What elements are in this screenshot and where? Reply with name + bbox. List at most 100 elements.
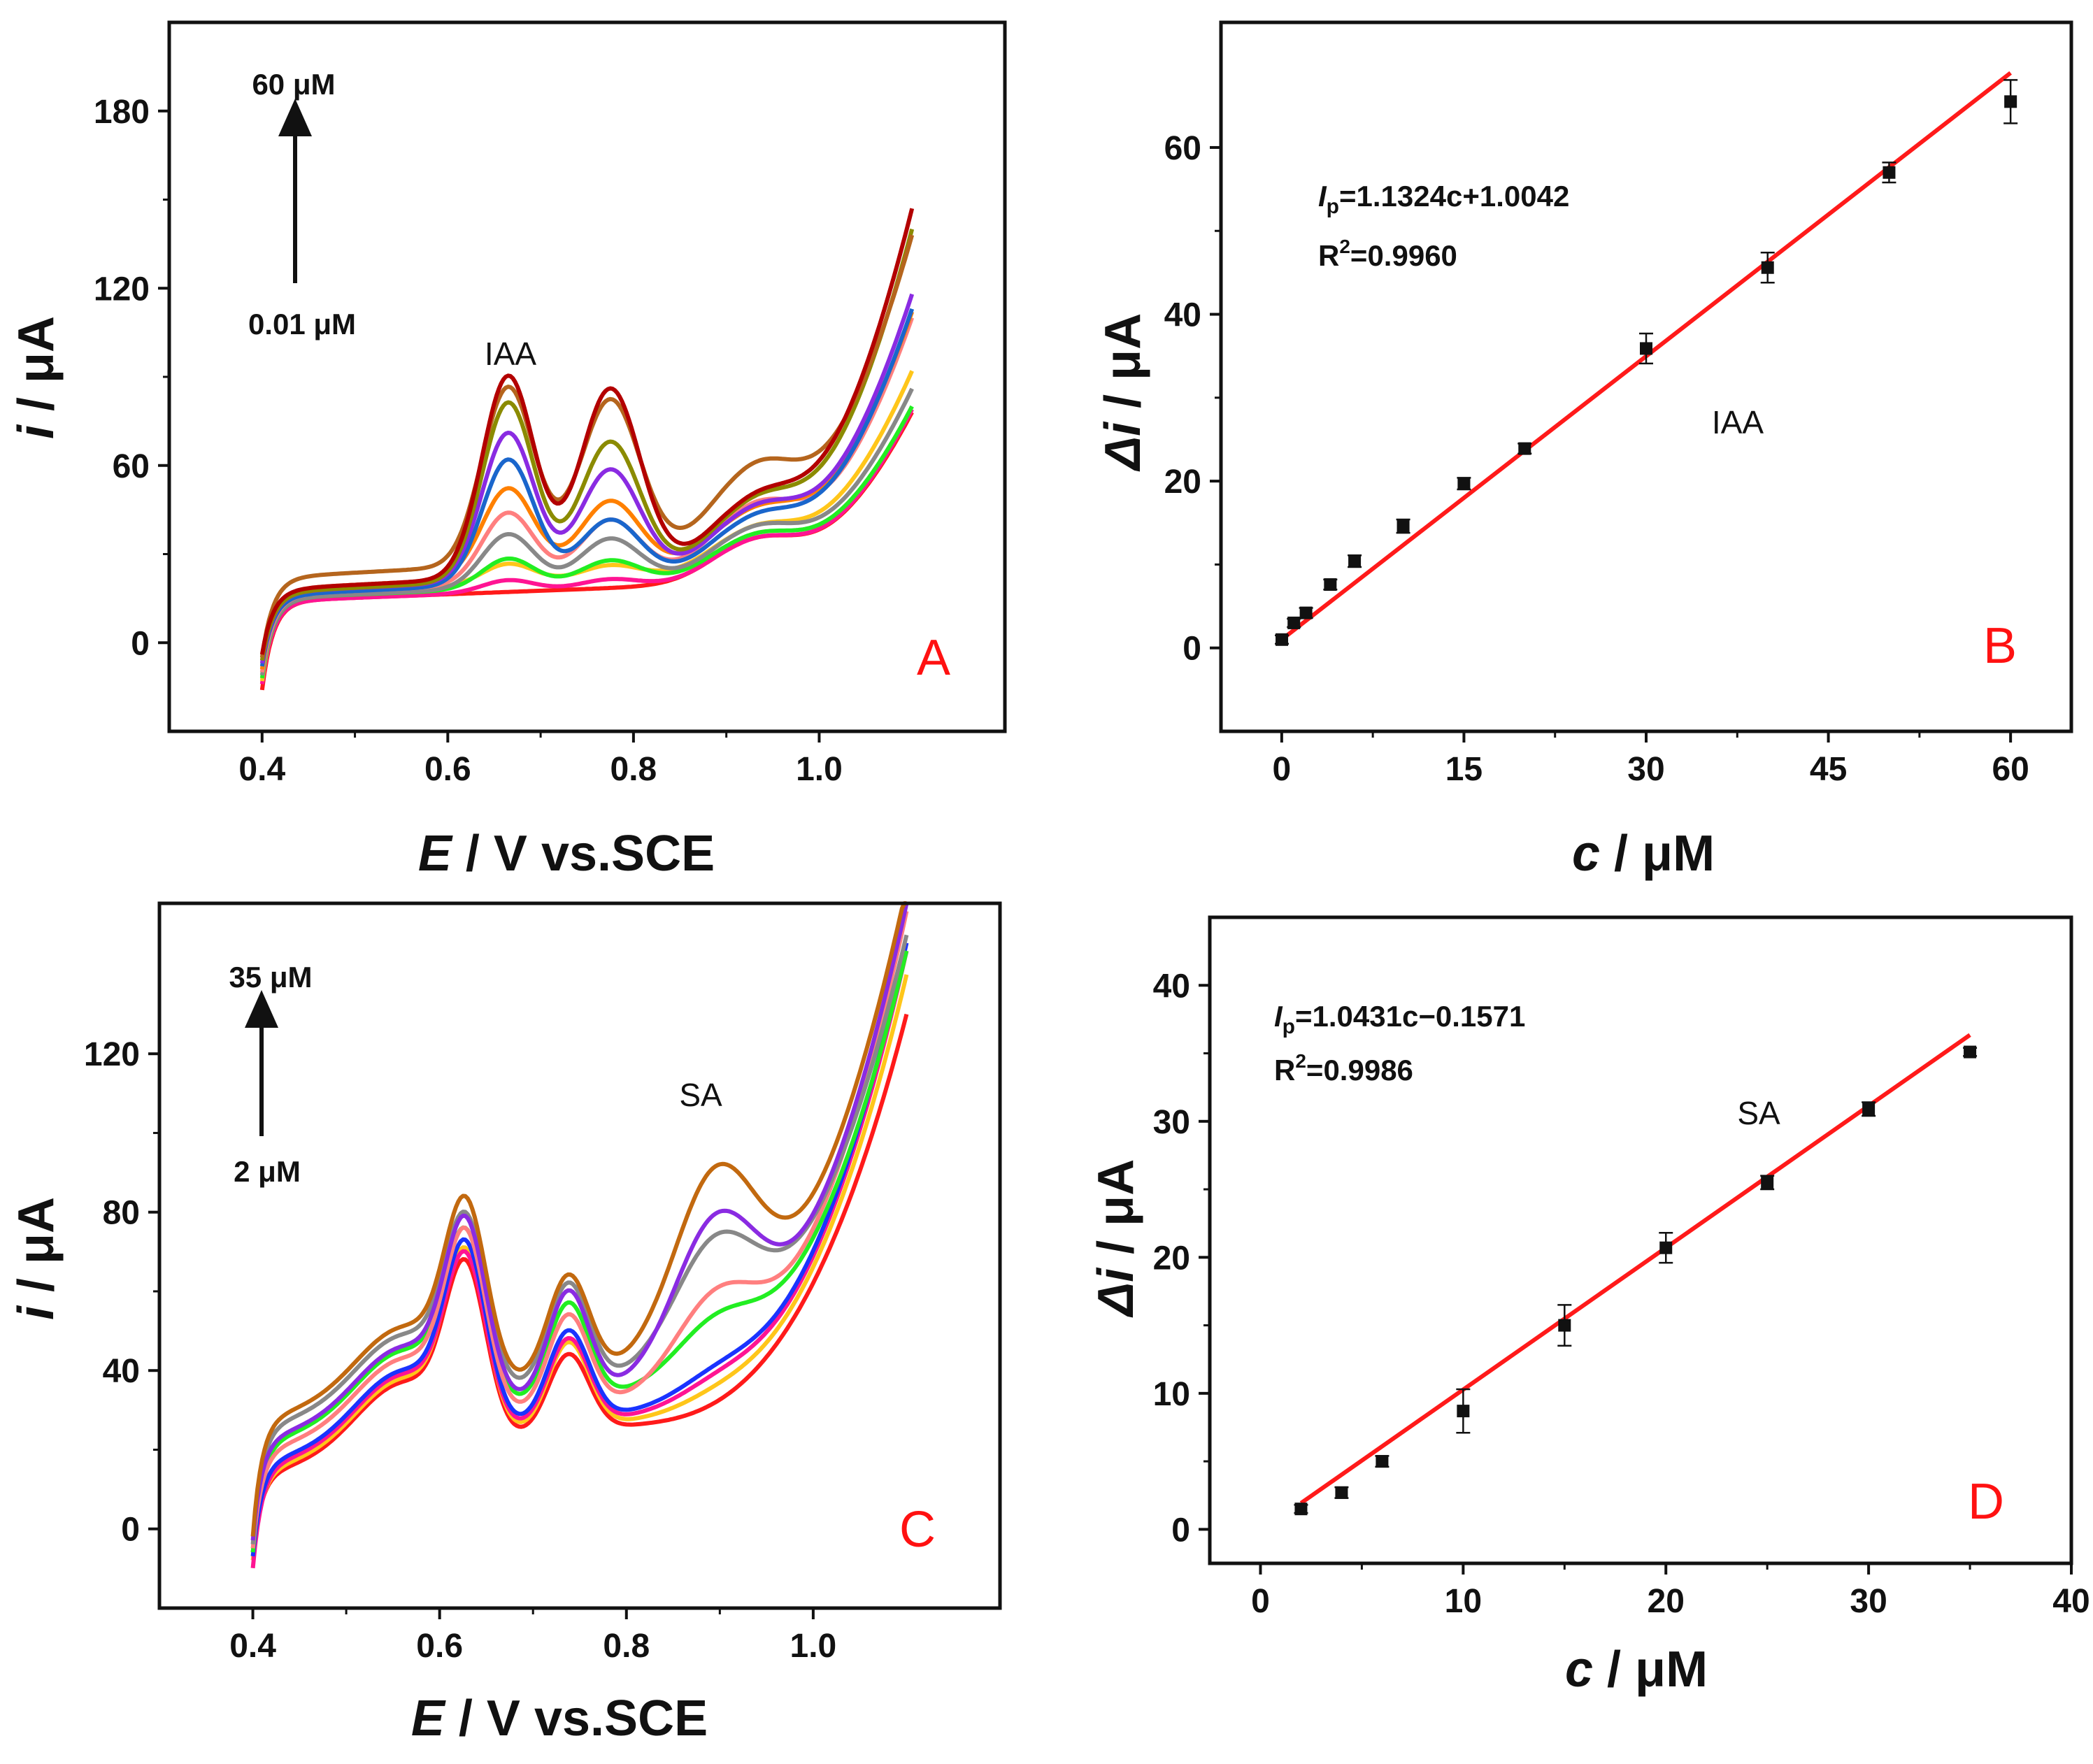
dpv-curve: [250, 950, 909, 1553]
panel-d-yticks: 0 10 20 30 40: [1153, 968, 1210, 1549]
panel-c-peak-label: SA: [679, 1077, 722, 1113]
y-tick-label: 60: [113, 448, 150, 485]
panel-c-yticks: 0 40 80 120: [84, 1036, 159, 1549]
dpv-curve: [259, 387, 914, 676]
panel-c-curves: [250, 901, 909, 1569]
data-point: [1558, 1319, 1571, 1332]
x-tick-label: 45: [1810, 751, 1847, 788]
x-tick-label: 15: [1445, 751, 1483, 788]
panel-b-yticks: 0 20 40 60: [1164, 130, 1221, 668]
panel-b-equation: Ip=1.1324c+1.0042: [1318, 180, 1569, 218]
panel-d-ylabel: Δi / μA: [1088, 1159, 1144, 1318]
data-point: [1883, 166, 1896, 179]
panel-d-letter: D: [1968, 1474, 2004, 1530]
data-point: [1348, 554, 1362, 568]
dpv-curve: [250, 942, 909, 1557]
y-tick-label: 0: [121, 1512, 140, 1549]
panel-b-xticks: 0 15 30 45 60: [1273, 731, 2029, 788]
panel-d-xticks: 0 10 20 30 40: [1251, 1563, 2090, 1620]
data-point: [1287, 616, 1301, 629]
dpv-curve: [259, 408, 914, 684]
x-tick-label: 0.8: [603, 1628, 650, 1665]
data-point: [1335, 1486, 1348, 1499]
data-point: [1376, 1455, 1389, 1468]
panel-c-ylabel: i / μA: [8, 1197, 64, 1320]
panel-d-analyte-label: SA: [1737, 1095, 1780, 1131]
panel-d-xlabel: c / μM: [1565, 1642, 1708, 1698]
data-point: [1761, 261, 1774, 274]
data-point: [1640, 342, 1652, 355]
data-point: [1324, 578, 1337, 591]
dpv-curve: [250, 903, 909, 1541]
panel-a-yticks: 0 60 120 180: [94, 94, 169, 662]
dpv-curve: [250, 901, 907, 1537]
panel-b-points: [1275, 79, 2018, 646]
panel-b: 0 15 30 45 60 0 20 40 60 c / μM Δi / μA Ip=1.13…: [1095, 20, 2073, 882]
x-tick-label: 30: [1850, 1583, 1887, 1620]
y-tick-label: 180: [94, 94, 150, 131]
x-tick-label: 0.4: [229, 1628, 276, 1665]
panel-d: 0 10 20 30 40 0 10 20 30 40 c / μM Δi / μA Ip=1.…: [1088, 915, 2090, 1698]
panel-a-ylabel: i / μA: [8, 316, 64, 439]
y-tick-label: 0: [1171, 1512, 1190, 1549]
dpv-curve: [250, 1013, 909, 1553]
panel-a-letter: A: [917, 630, 950, 686]
panel-c-letter: C: [899, 1502, 936, 1558]
y-tick-label: 0: [1183, 631, 1201, 668]
panel-b-ylabel: Δi / μA: [1095, 313, 1151, 472]
x-tick-label: 0: [1273, 751, 1292, 788]
y-tick-label: 120: [94, 271, 150, 308]
x-tick-label: 60: [1992, 751, 2029, 788]
x-tick-label: 1.0: [790, 1628, 837, 1665]
data-point: [1659, 1241, 1673, 1254]
y-tick-label: 80: [103, 1195, 140, 1232]
panel-c-xlabel: E / V vs.SCE: [411, 1691, 708, 1747]
panel-d-equation: Ip=1.0431c−0.1571: [1274, 1000, 1525, 1038]
panel-b-letter: B: [1983, 618, 2017, 674]
dpv-curve: [259, 228, 915, 661]
data-point: [1457, 1405, 1470, 1418]
data-point: [1518, 442, 1531, 455]
panel-c-arrow-bottom-label: 2 μM: [234, 1155, 301, 1188]
data-point: [1276, 633, 1289, 646]
x-tick-label: 20: [1648, 1583, 1685, 1620]
y-tick-label: 10: [1153, 1376, 1190, 1413]
dpv-curve: [250, 950, 909, 1569]
panel-a-arrow-bottom-label: 0.01 μM: [248, 308, 356, 340]
panel-a-xlabel: E / V vs.SCE: [418, 826, 715, 882]
x-tick-label: 0.6: [424, 751, 471, 788]
x-tick-label: 0.4: [238, 751, 285, 788]
x-tick-label: 0.8: [610, 751, 657, 788]
x-tick-label: 1.0: [796, 751, 843, 788]
y-tick-label: 60: [1164, 130, 1201, 167]
y-tick-label: 40: [103, 1353, 140, 1390]
data-point: [1457, 477, 1471, 490]
panel-d-r2: R2=0.9986: [1274, 1050, 1413, 1087]
data-point: [1862, 1103, 1876, 1116]
panel-d-frame: [1208, 915, 2073, 1565]
y-tick-label: 20: [1153, 1240, 1190, 1277]
panel-d-points: [1294, 1045, 1978, 1516]
y-tick-label: 0: [131, 625, 150, 662]
data-point: [1396, 519, 1410, 533]
data-point: [1761, 1176, 1774, 1189]
panel-c-xticks: 0.4 0.6 0.8 1.0: [229, 1608, 836, 1665]
panel-c-arrow-top-label: 35 μM: [229, 961, 312, 994]
x-tick-label: 10: [1445, 1583, 1482, 1620]
y-tick-label: 120: [84, 1036, 140, 1073]
panel-b-frame: [1219, 20, 2073, 733]
dpv-curve: [259, 208, 915, 655]
y-tick-label: 40: [1164, 297, 1201, 334]
dpv-curve: [250, 934, 909, 1545]
data-point: [1294, 1503, 1308, 1516]
x-tick-label: 0: [1251, 1583, 1270, 1620]
data-point: [1964, 1045, 1977, 1059]
panel-c-frame: [157, 901, 1002, 1610]
panel-d-fit: [1299, 1033, 1971, 1505]
y-tick-label: 40: [1153, 968, 1190, 1005]
panel-a-arrow-top-label: 60 μM: [252, 68, 335, 101]
data-point: [2004, 95, 2017, 108]
panel-a: 0.4 0.6 0.8 1.0 0 60 120 180 E / V vs.SCE i / …: [8, 20, 1007, 882]
fit-line: [1299, 1033, 1971, 1505]
